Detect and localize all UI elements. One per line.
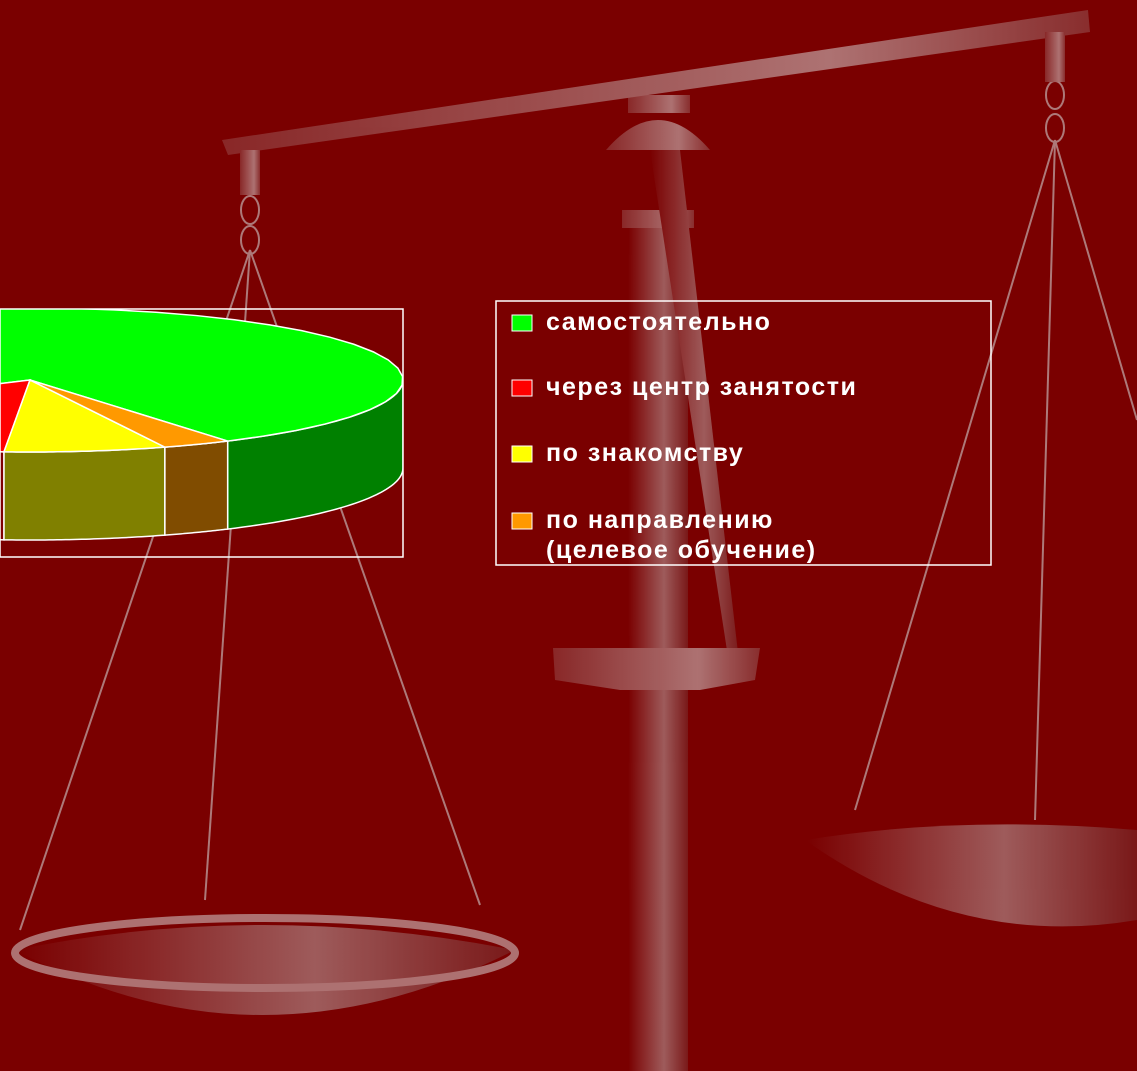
chart-frame: [0, 308, 404, 558]
legend-swatch: [511, 512, 533, 530]
legend-label: по направлению (целевое обучение): [546, 506, 817, 564]
pie-side: [164, 440, 229, 536]
pie-slice: [0, 379, 32, 453]
pie-slice: [2, 378, 168, 453]
pie-side: [0, 451, 5, 541]
legend-swatch: [511, 379, 533, 397]
pie-side: [3, 446, 166, 541]
legend-label: по знакомству: [546, 439, 744, 467]
legend-swatch: [511, 314, 533, 332]
legend-frame: [495, 300, 992, 566]
legend-label: самостоятельно: [546, 308, 771, 336]
scales-illustration: [11, 10, 1137, 1071]
pie-slice: [29, 379, 228, 448]
legend-swatch: [511, 445, 533, 463]
pie-slice: [0, 309, 403, 442]
legend-label: через центр занятости: [546, 373, 857, 401]
pie-chart: [0, 309, 403, 541]
